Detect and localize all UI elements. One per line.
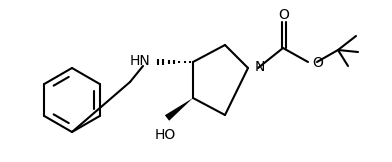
Polygon shape [165,98,193,121]
Text: N: N [255,60,265,74]
Text: HO: HO [154,128,176,142]
Text: O: O [279,8,289,22]
Text: HN: HN [129,54,150,68]
Text: O: O [312,56,323,70]
